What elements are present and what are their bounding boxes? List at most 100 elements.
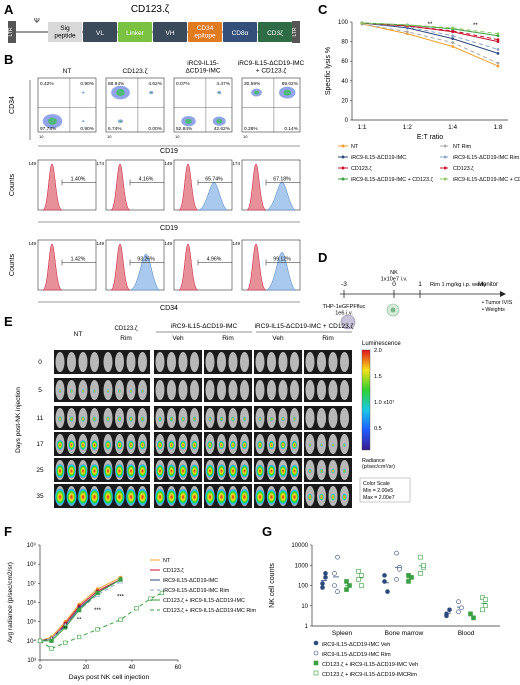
ivis-signal-blob (77, 488, 89, 506)
histogram-y-label: Counts (9, 173, 16, 196)
chart-g-data-point (320, 585, 325, 590)
chart-c-legend-marker (341, 177, 345, 181)
timeline-event-label: Rim 1 mg/kg i.p. weely (430, 282, 486, 288)
chart-f-data-point (77, 634, 82, 640)
ivis-signal-blob (290, 464, 299, 478)
flow-column-header: iRC9-IL15-ΔCD19-IMC + CD123.ζ (238, 60, 305, 74)
chart-g-legend-label: CD123.ζ + iRC9-IL15-ΔCD19-IMCRim (322, 672, 417, 678)
monitor-item: • Tumor IVIS (482, 300, 513, 306)
ivis-sub-header: Veh (272, 335, 284, 342)
chart-f-x-tick-label: 20 (83, 665, 90, 671)
chart-g-legend-label: iRC9-IL15-ΔCD19-IMC Rim (322, 652, 391, 658)
chart-g-data-point (332, 571, 337, 576)
ivis-signal-blob (279, 440, 287, 450)
ivis-signal-blob (266, 488, 277, 506)
ltr-left-label: LTR (8, 27, 14, 36)
histogram-control-peak (246, 243, 267, 291)
chart-c-legend-label: CD123.ζ (351, 166, 372, 172)
quadrant-percent: 0.07% (176, 81, 190, 87)
chart-c-y-label: Specific lysis % (325, 47, 332, 95)
ivis-signal-blob (103, 463, 113, 479)
ivis-signal-blob (191, 440, 198, 450)
chart-c-data-point (405, 23, 409, 27)
ivis-signal-blob (308, 468, 312, 474)
ivis-signal-blob (241, 440, 248, 450)
chart-f-data-point (118, 577, 123, 582)
ivis-signal-blob (205, 464, 215, 478)
ivis-mouse-silhouette (328, 408, 338, 428)
chart-c-y-tick-label: 40 (341, 79, 348, 85)
ivis-signal-blob (330, 493, 336, 501)
quadrant-percent: 88.94% (108, 81, 125, 87)
chart-g-data-point (397, 566, 402, 572)
chart-c-legend-label: CD123.ζ (453, 166, 474, 172)
chart-g-legend-marker (313, 660, 319, 666)
ivis-signal-blob (258, 416, 262, 422)
quadrant-percent: 0.00% (148, 126, 162, 132)
ivis-signal-blob (319, 468, 324, 474)
ivis-mouse-silhouette (217, 352, 226, 372)
ivis-signal-blob (168, 440, 175, 450)
panel-e-letter: E (4, 314, 13, 329)
ivis-signal-blob (341, 493, 348, 501)
quadrant-percent: 4.47% (216, 81, 230, 87)
timeline-day-label: 1 (418, 281, 422, 288)
ivis-signal-blob (278, 464, 288, 478)
timeline-day-label: 0 (392, 281, 396, 288)
chart-c-data-point (451, 45, 455, 48)
chart-g-data-point (409, 575, 414, 580)
ivis-mouse-silhouette (290, 352, 299, 372)
chart-f-y-tick-label: 10⁴ (27, 638, 37, 645)
histogram-ymax-label: 149 (96, 241, 104, 246)
radiance-chart: 10³ 10⁴ 10⁵ 10⁶ 10⁷ 10⁸ 10⁹ 0 20 40 60 Days post NK… (7, 542, 257, 681)
ivis-mouse-silhouette (178, 352, 188, 372)
ltr-right-label: LTR (292, 27, 298, 36)
ivis-signal-blob (104, 440, 112, 450)
chart-g-data-point (344, 579, 349, 584)
ivis-mouse-silhouette (115, 352, 124, 372)
scatter-cell-core (48, 117, 57, 125)
quadrant-percent: 0.14% (284, 126, 298, 132)
ivis-mouse-silhouette (228, 352, 238, 372)
nk-cell-nucleus (390, 307, 396, 313)
ivis-signal-blob (289, 488, 300, 506)
ivis-signal-blob (178, 464, 188, 478)
chart-f-data-point (118, 617, 123, 622)
ivis-mouse-silhouette (190, 352, 199, 372)
chart-g-data-point (394, 577, 399, 582)
ivis-signal-blob (291, 440, 298, 450)
ivis-mouse-silhouette (155, 380, 165, 400)
timeline-event-label: NK 1x10e7 i.v. (381, 270, 408, 282)
chart-f-x-tick-label: 60 (175, 665, 182, 671)
chart-c-legend-label: iRC9-IL15-ΔCD19-IMC + CD123.ζ (351, 177, 434, 183)
ivis-day-label: 17 (36, 441, 44, 448)
ivis-signal-blob (229, 440, 237, 450)
ivis-signal-blob (91, 439, 98, 451)
scatter-y-label: CD34 (9, 96, 16, 114)
chart-f-data-point (134, 606, 139, 611)
ivis-signal-blob (92, 416, 97, 422)
chart-g-data-point (483, 603, 488, 609)
chart-c-legend-marker (443, 144, 447, 148)
histogram-ymax-label: 149 (164, 161, 172, 166)
chart-c-data-point (496, 32, 500, 36)
histogram-y-label: Counts (9, 253, 16, 276)
ivis-colorbar-tick: 1.0 x10⁷ (374, 399, 394, 406)
ivis-mouse-silhouette (167, 352, 176, 372)
ivis-signal-blob (117, 416, 122, 422)
ivis-signal-blob (268, 440, 275, 450)
timeline-arrowhead (500, 291, 506, 297)
ivis-signal-blob (55, 463, 65, 479)
ivis-signal-blob (179, 440, 187, 450)
histogram-control-peak (246, 163, 267, 211)
flow-cytometry-panel: NT CD123.ζ iRC9-IL15-ΔCD19-IMC iRC9-IL15-ΔC… (9, 60, 305, 312)
ivis-day-label: 11 (37, 415, 44, 422)
scatter-tick-label: 10 (107, 134, 112, 139)
chart-f-y-tick-label: 10⁷ (27, 580, 36, 587)
ivis-day-label: 0 (38, 359, 42, 366)
histogram-control-peak (42, 243, 63, 291)
ivis-group-header: NT (74, 331, 83, 338)
histogram-ymax-label: 149 (232, 241, 240, 246)
chart-g-category-label: Blood (458, 630, 475, 637)
